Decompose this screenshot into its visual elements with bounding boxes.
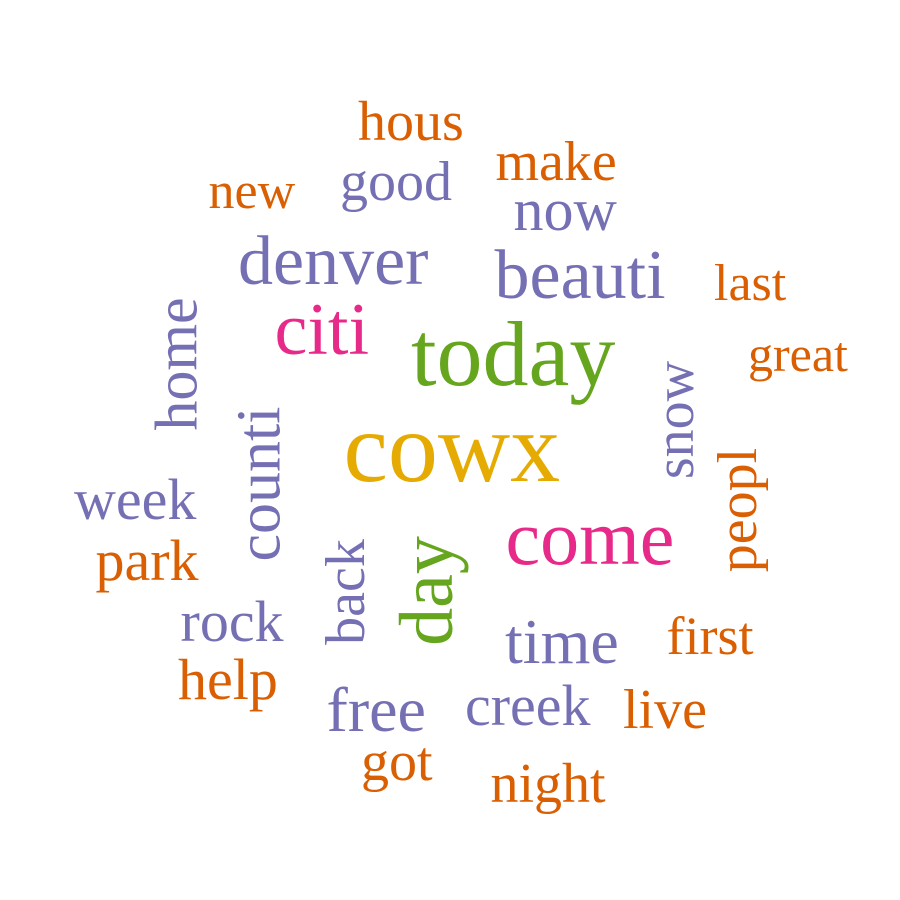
word-counti: counti <box>224 406 293 562</box>
word-got: got <box>361 731 433 793</box>
word-back: back <box>314 539 377 645</box>
word-cowx: cowx <box>343 392 561 503</box>
word-free: free <box>326 674 426 745</box>
word-today: today <box>411 303 616 405</box>
word-now: now <box>513 177 617 243</box>
word-last: last <box>714 255 787 312</box>
word-come: come <box>505 494 675 581</box>
word-peopl: peopl <box>707 447 770 573</box>
word-great: great <box>748 326 848 382</box>
word-first: first <box>666 606 754 666</box>
word-good: good <box>340 151 452 213</box>
word-time: time <box>505 606 619 677</box>
word-new: new <box>208 163 296 220</box>
word-live: live <box>623 679 707 741</box>
word-week: week <box>74 467 197 532</box>
word-home: home <box>143 297 210 431</box>
word-hous: hous <box>358 91 464 153</box>
word-make: make <box>495 131 617 193</box>
word-help: help <box>178 647 278 712</box>
word-rock: rock <box>180 589 284 654</box>
word-creek: creek <box>465 673 591 738</box>
word-night: night <box>490 753 606 815</box>
word-denver: denver <box>238 223 429 300</box>
word-snow: snow <box>644 360 707 480</box>
word-beauti: beauti <box>494 237 666 314</box>
word-park: park <box>95 528 199 593</box>
word-day: day <box>384 536 469 646</box>
word-citi: citi <box>274 289 370 371</box>
